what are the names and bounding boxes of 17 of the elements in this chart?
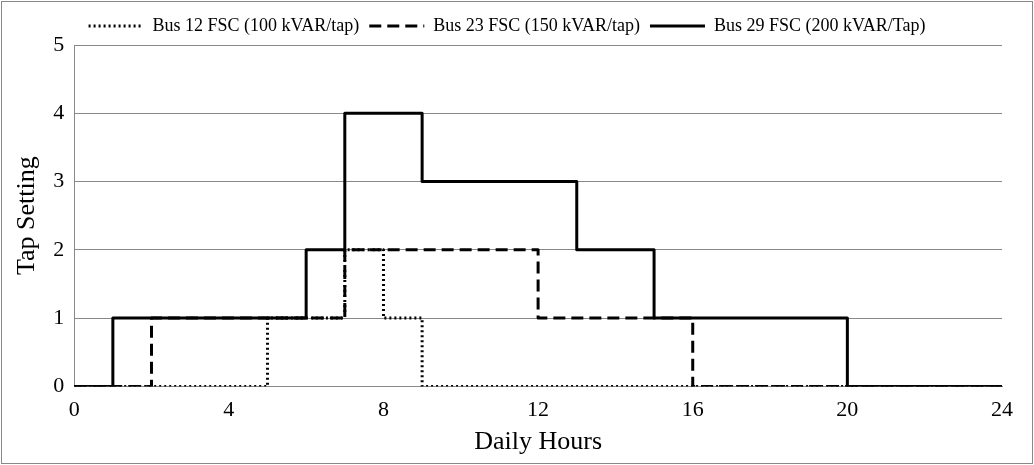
y-tick-label: 1	[53, 303, 65, 329]
x-tick-label: 8	[377, 396, 389, 422]
x-tick-label: 16	[681, 396, 704, 422]
x-tick-label: 20	[836, 396, 859, 422]
x-tick-label: 24	[991, 396, 1013, 422]
y-tick-label: 4	[53, 99, 65, 125]
legend-label: Bus 23 FSC (150 kVAR/tap)	[433, 14, 640, 36]
y-tick-label: 2	[53, 235, 65, 261]
x-axis-title: Daily Hours	[474, 426, 603, 456]
x-tick-label: 12	[527, 396, 550, 422]
y-axis-title: Tap Setting	[11, 156, 41, 276]
legend-label: Bus 12 FSC (100 kVAR/tap)	[152, 14, 360, 36]
y-tick-label: 3	[53, 167, 65, 193]
legend-label: Bus 29 FSC (200 kVAR/Tap)	[713, 14, 926, 36]
x-tick-label: 4	[223, 396, 235, 422]
y-tick-label: 5	[53, 30, 65, 56]
y-tick-label: 0	[53, 372, 65, 398]
